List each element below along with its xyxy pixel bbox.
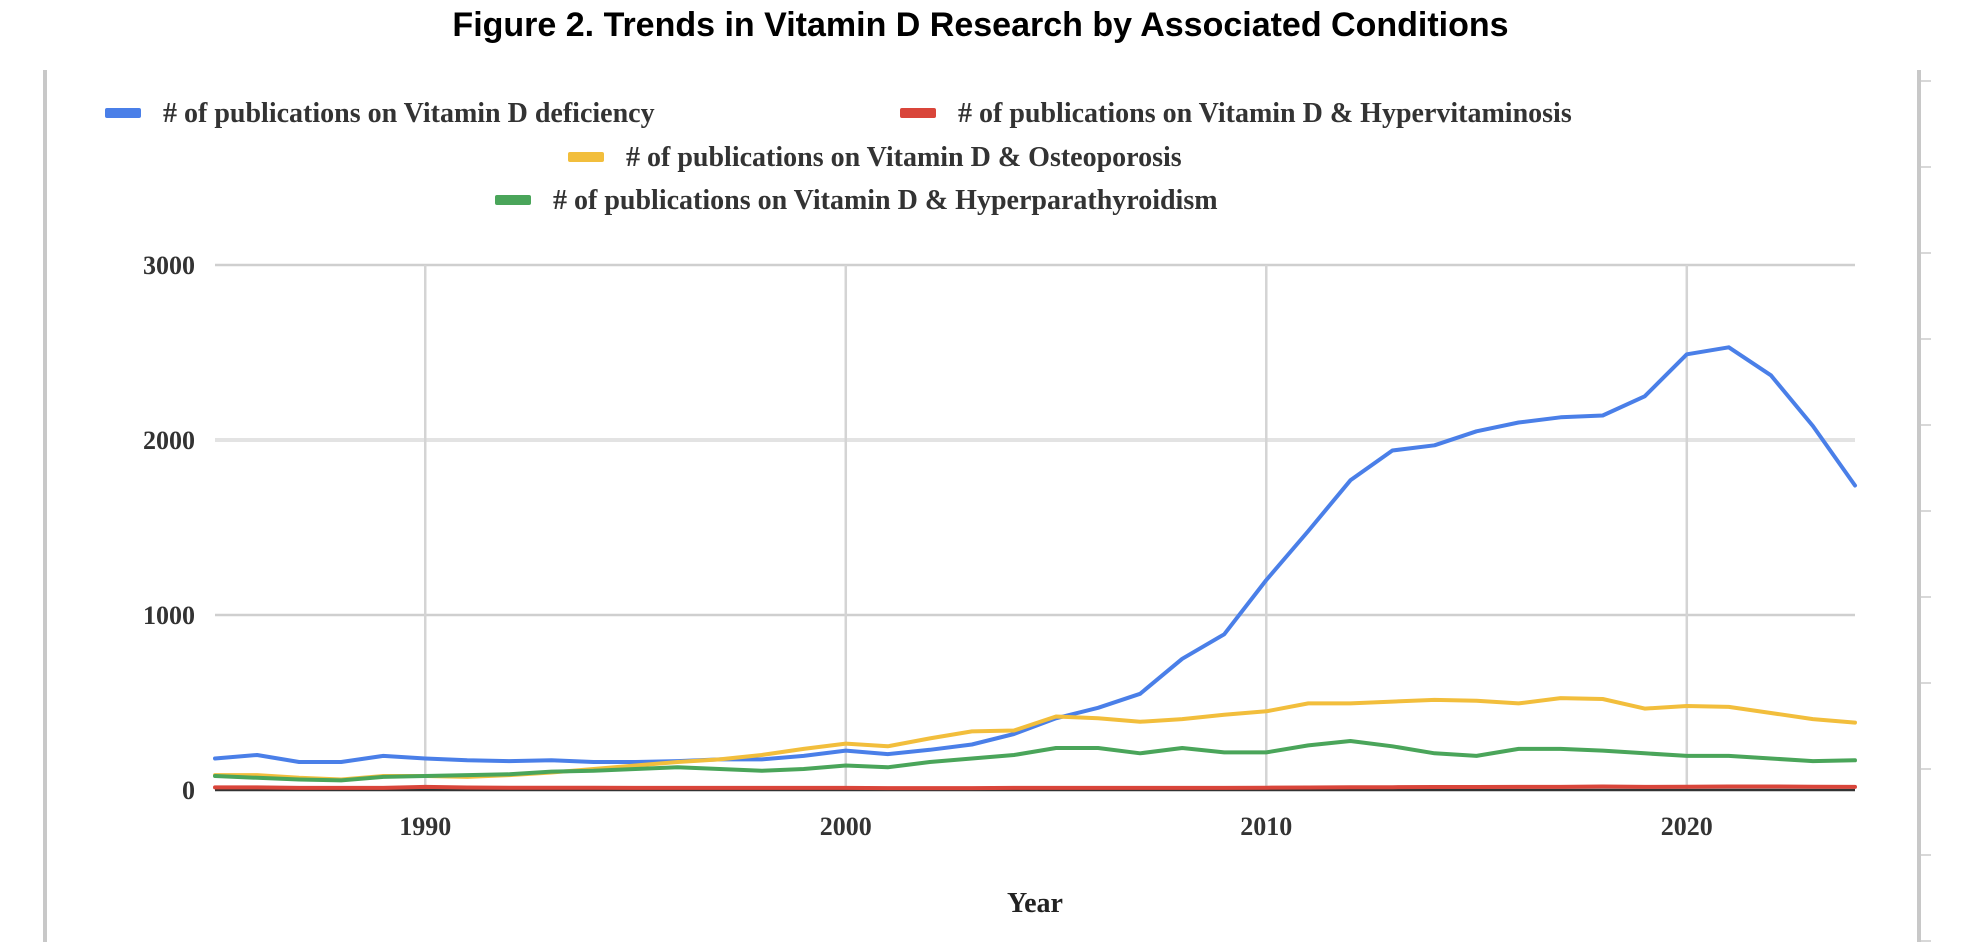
chart-grid bbox=[215, 263, 1855, 792]
y-tick-label: 2000 bbox=[143, 426, 195, 455]
right-frame-border bbox=[1917, 70, 1921, 942]
legend-swatch bbox=[105, 108, 141, 118]
right-edge-tick bbox=[1921, 854, 1931, 856]
right-edge-tick bbox=[1921, 682, 1931, 684]
legend-label: # of publications on Vitamin D & Hypervi… bbox=[958, 98, 1572, 129]
left-frame-border bbox=[43, 70, 47, 942]
y-axis-ticks: 0 1000 2000 3000 bbox=[143, 251, 195, 805]
right-edge-tick bbox=[1921, 424, 1931, 426]
series-line-3 bbox=[213, 696, 1857, 782]
right-edge-tick bbox=[1921, 768, 1931, 770]
series-line-2 bbox=[213, 784, 1857, 791]
x-tick-label: 1990 bbox=[399, 812, 451, 841]
chart-legend: # of publications on Vitamin D deficienc… bbox=[105, 98, 1572, 216]
legend-swatch bbox=[900, 108, 936, 118]
x-tick-label: 2020 bbox=[1661, 812, 1713, 841]
page-title: Figure 2. Trends in Vitamin D Research b… bbox=[452, 6, 1509, 44]
series-line-1 bbox=[213, 345, 1857, 764]
right-edge-tick bbox=[1921, 510, 1931, 512]
series-line-4 bbox=[213, 739, 1857, 783]
right-edge-tick bbox=[1921, 80, 1931, 82]
right-edge-tick bbox=[1921, 252, 1931, 254]
legend-label: # of publications on Vitamin D deficienc… bbox=[163, 98, 655, 129]
x-axis-ticks: 1990 2000 2010 2020 bbox=[399, 812, 1713, 841]
right-edge-tick bbox=[1921, 940, 1931, 942]
y-tick-label: 3000 bbox=[143, 251, 195, 280]
legend-label: # of publications on Vitamin D & Osteopo… bbox=[626, 142, 1182, 173]
y-tick-label: 1000 bbox=[143, 601, 195, 630]
legend-swatch bbox=[495, 195, 531, 205]
x-tick-label: 2000 bbox=[820, 812, 872, 841]
right-edge-tick bbox=[1921, 596, 1931, 598]
x-tick-label: 2010 bbox=[1240, 812, 1292, 841]
y-tick-label: 0 bbox=[182, 776, 195, 805]
legend-label: # of publications on Vitamin D & Hyperpa… bbox=[553, 185, 1218, 216]
x-axis-label: Year bbox=[1007, 888, 1063, 919]
legend-swatch bbox=[568, 152, 604, 162]
right-edge-tick bbox=[1921, 166, 1931, 168]
right-edge-tick bbox=[1921, 338, 1931, 340]
chart-series-lines bbox=[213, 345, 1857, 791]
